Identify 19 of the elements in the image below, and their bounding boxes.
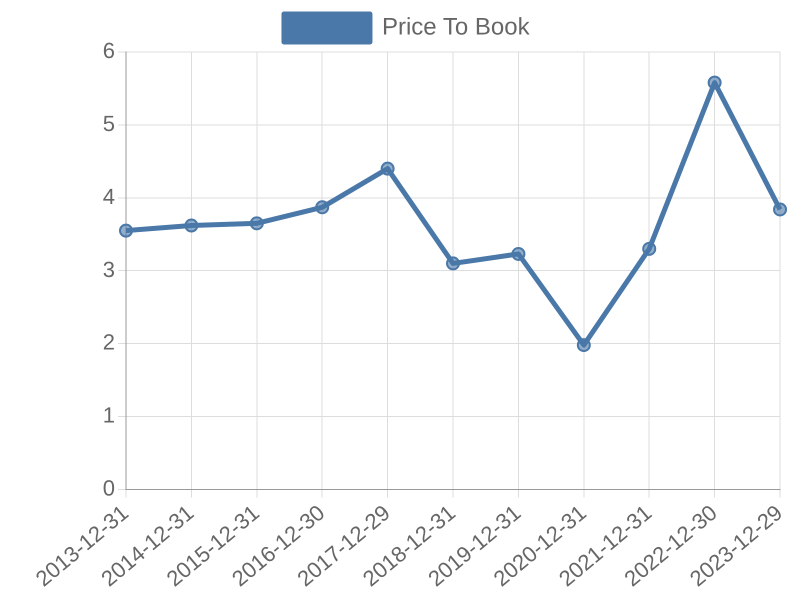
point: [250, 216, 264, 230]
point: [773, 202, 788, 216]
y-tick-label: 2: [102, 330, 115, 355]
point: [446, 256, 460, 270]
point: [315, 200, 330, 214]
point: [184, 218, 198, 233]
point: [119, 224, 133, 238]
y-tick-label: 4: [102, 184, 115, 209]
point: [576, 338, 591, 352]
point: [708, 76, 722, 90]
y-tick-label: 0: [102, 476, 115, 501]
point: [511, 246, 526, 261]
y-tick-label: 5: [102, 110, 115, 136]
y-tick-label: 6: [102, 38, 115, 64]
y-tick-label: 1: [102, 402, 115, 428]
legend-label: Price To Book: [382, 14, 531, 41]
point: [642, 242, 656, 256]
point: [380, 162, 395, 176]
y-tick-label: 3: [102, 256, 115, 282]
